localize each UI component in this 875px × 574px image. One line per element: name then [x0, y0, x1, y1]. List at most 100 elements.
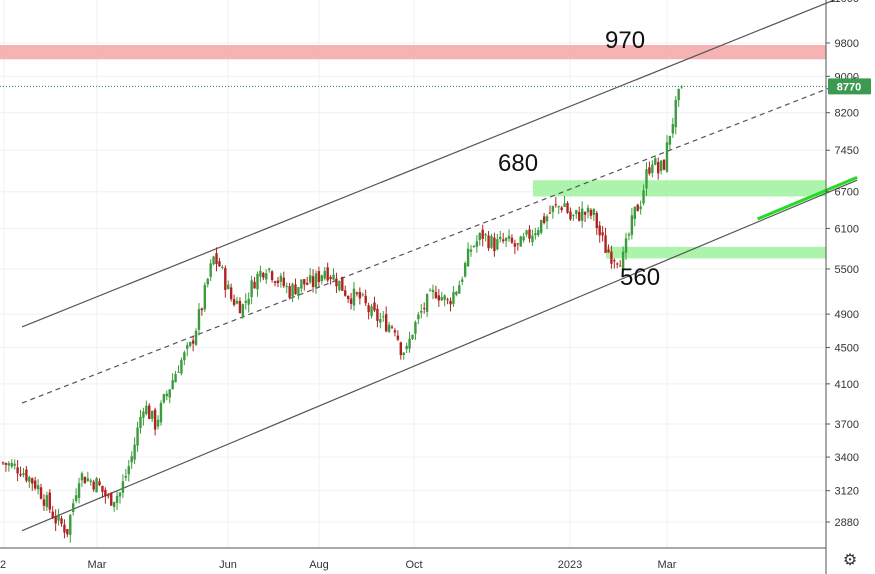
- highlight-zones: [0, 45, 826, 259]
- candle-body: [361, 294, 364, 296]
- candle-body: [235, 300, 239, 304]
- candle-body: [282, 277, 285, 286]
- candle-body: [194, 330, 198, 345]
- zone-1: [533, 180, 826, 197]
- candle-body: [60, 518, 63, 524]
- candle-body: [13, 463, 16, 466]
- candle-body: [425, 294, 429, 312]
- time-axis[interactable]: 2 Mar Jun Aug Oct 2023 Mar: [0, 547, 826, 571]
- candle-body: [150, 410, 154, 419]
- candle-body: [458, 285, 461, 294]
- candle-body: [127, 466, 130, 475]
- candle-body: [461, 279, 464, 282]
- candle-body: [227, 284, 230, 290]
- candle-body: [534, 233, 537, 236]
- candle-body: [215, 253, 218, 265]
- x-tick-label: Aug: [309, 559, 329, 571]
- candle-body: [542, 216, 546, 224]
- candle-body: [28, 477, 31, 482]
- candle-body: [19, 473, 22, 476]
- candle-body: [659, 160, 663, 171]
- candle-body: [69, 514, 72, 535]
- y-tick-label: 7450: [835, 145, 859, 157]
- candle-body: [189, 342, 192, 346]
- candle-body: [586, 207, 590, 213]
- candle-body: [440, 297, 443, 301]
- candle-body: [405, 345, 408, 350]
- candle-body: [256, 273, 259, 290]
- candle-body: [72, 503, 75, 512]
- candle-body: [657, 162, 660, 174]
- candle-body: [499, 236, 502, 240]
- candle-body: [86, 478, 90, 481]
- candle-body: [364, 295, 367, 304]
- candle-body: [288, 286, 291, 298]
- annotation-label: 680: [498, 150, 538, 177]
- candle-body: [484, 234, 487, 236]
- candle-body: [7, 463, 11, 466]
- candle-body: [89, 480, 92, 482]
- candle-body: [297, 287, 300, 296]
- y-tick-label: 3120: [835, 486, 859, 498]
- candle-body: [668, 135, 672, 145]
- candle-body: [481, 229, 484, 239]
- candle-body: [197, 309, 201, 330]
- x-tick-label: Mar: [88, 559, 107, 571]
- candle-body: [66, 528, 69, 535]
- candle-body: [273, 281, 277, 284]
- candle-body: [513, 243, 517, 247]
- candle-body: [36, 485, 40, 490]
- gear-icon[interactable]: ⚙: [842, 552, 858, 569]
- candle-body: [633, 206, 636, 219]
- candle-body: [186, 345, 189, 349]
- candle-body: [341, 276, 344, 291]
- candle-body: [247, 298, 250, 305]
- candle-body: [475, 241, 479, 247]
- candle-body: [434, 291, 438, 299]
- candle-body: [22, 473, 25, 476]
- candle-body: [83, 476, 87, 484]
- candle-body: [33, 480, 37, 489]
- candle-body: [382, 316, 385, 318]
- last-price-text: 8770: [837, 81, 861, 93]
- candle-body: [95, 478, 98, 493]
- candle-body: [376, 308, 379, 321]
- candle-body: [557, 206, 560, 208]
- candle-body: [572, 214, 575, 216]
- candle-body: [112, 501, 116, 508]
- candle-body: [4, 462, 8, 465]
- candle-body: [598, 225, 601, 236]
- candle-body: [396, 335, 400, 340]
- candle-body: [25, 469, 28, 481]
- candle-body: [463, 263, 467, 277]
- candle-body: [569, 211, 572, 220]
- candle-body: [130, 456, 133, 463]
- candle-body: [229, 287, 233, 300]
- price-axis[interactable]: 2880 3120 3400 3700 4100 4500 4900 5500 6100 6700…: [825, 0, 859, 574]
- candle-body: [621, 251, 625, 270]
- candle-body: [323, 271, 326, 279]
- y-tick-label: 3400: [835, 452, 859, 464]
- candle-body: [335, 278, 338, 287]
- candle-body: [665, 142, 669, 172]
- candle-body: [355, 292, 359, 294]
- candle-body: [148, 405, 151, 420]
- last-price-marker: 8770: [0, 78, 871, 95]
- candle-body: [469, 249, 473, 252]
- candle-body: [554, 204, 558, 206]
- candle-body: [408, 338, 411, 349]
- candle-body: [104, 489, 107, 497]
- candle-body: [393, 330, 397, 333]
- candle-body: [370, 306, 373, 317]
- candle-body: [589, 209, 593, 216]
- last-price-badge: [828, 78, 871, 95]
- candle-body: [613, 260, 616, 262]
- candle-body: [537, 229, 540, 236]
- candle-body: [250, 280, 253, 297]
- candle-body: [592, 209, 596, 215]
- candle-body: [402, 352, 405, 355]
- candle-body: [452, 291, 455, 305]
- annotations: 970 680 560: [498, 27, 660, 291]
- x-tick-label: Mar: [658, 559, 677, 571]
